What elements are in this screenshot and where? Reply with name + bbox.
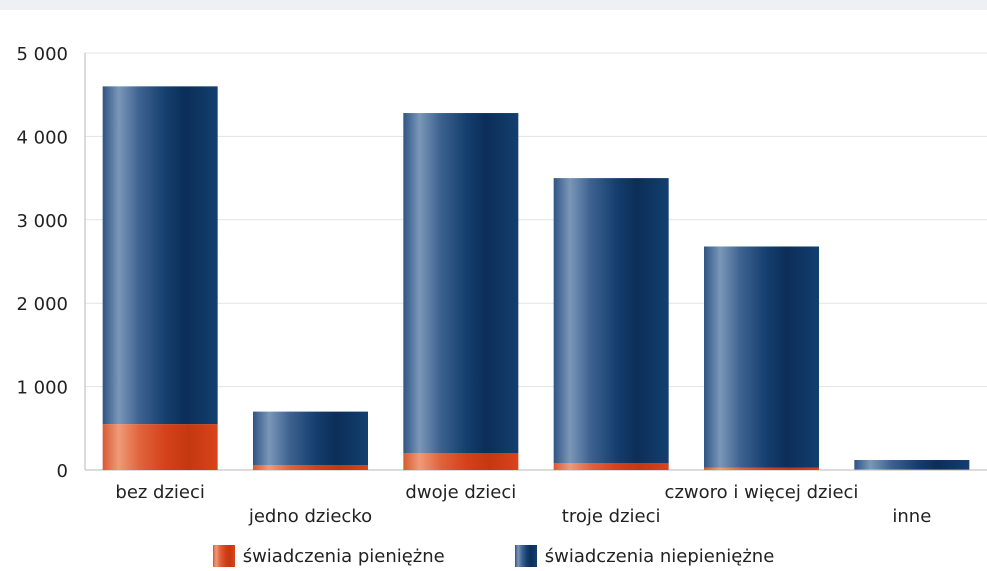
bar-cash-2 <box>403 453 519 470</box>
bar-noncash-2 <box>403 113 519 454</box>
y-axis-ticks: 0 1 000 2 000 3 000 4 000 5 000 <box>16 44 68 482</box>
y-tick-label: 5 000 <box>16 44 68 65</box>
legend: świadczenia pieniężne świadczenia niepie… <box>0 545 987 567</box>
x-tick-label: jedno dziecko <box>248 506 372 527</box>
legend-swatch-noncash <box>514 545 537 567</box>
bar-noncash-0 <box>102 86 218 425</box>
bar-noncash-1 <box>253 411 368 465</box>
top-bar <box>0 0 987 10</box>
y-tick-label: 2 000 <box>16 294 68 315</box>
bar-noncash-5 <box>854 459 970 470</box>
x-tick-label: dwoje dzieci <box>405 482 516 503</box>
y-tick-label: 4 000 <box>16 127 68 148</box>
legend-label-noncash: świadczenia niepieniężne <box>544 545 775 567</box>
bar-noncash-3 <box>553 178 669 464</box>
bar-cash-5 <box>854 469 970 470</box>
bar-noncash-4 <box>704 246 819 468</box>
legend-swatch-cash <box>212 545 235 567</box>
x-tick-label: bez dzieci <box>115 482 205 503</box>
bars <box>102 86 970 470</box>
legend-label-cash: świadczenia pieniężne <box>242 545 445 567</box>
bar-cash-1 <box>253 464 368 470</box>
bar-cash-4 <box>704 467 819 470</box>
bar-cash-0 <box>102 424 218 470</box>
gridlines <box>84 52 987 471</box>
y-tick-label: 3 000 <box>16 211 68 232</box>
x-tick-label: czworo i więcej dzieci <box>665 482 859 503</box>
legend-item-cash: świadczenia pieniężne <box>212 545 445 567</box>
y-tick-label: 0 <box>57 461 68 482</box>
legend-item-noncash: świadczenia niepieniężne <box>514 545 775 567</box>
x-axis-ticks: bez dzieci jedno dziecko dwoje dzieci troje… <box>115 482 931 527</box>
x-tick-label: inne <box>892 506 931 527</box>
bar-cash-3 <box>553 463 669 470</box>
y-tick-label: 1 000 <box>16 378 68 399</box>
x-tick-label: troje dzieci <box>562 506 661 527</box>
